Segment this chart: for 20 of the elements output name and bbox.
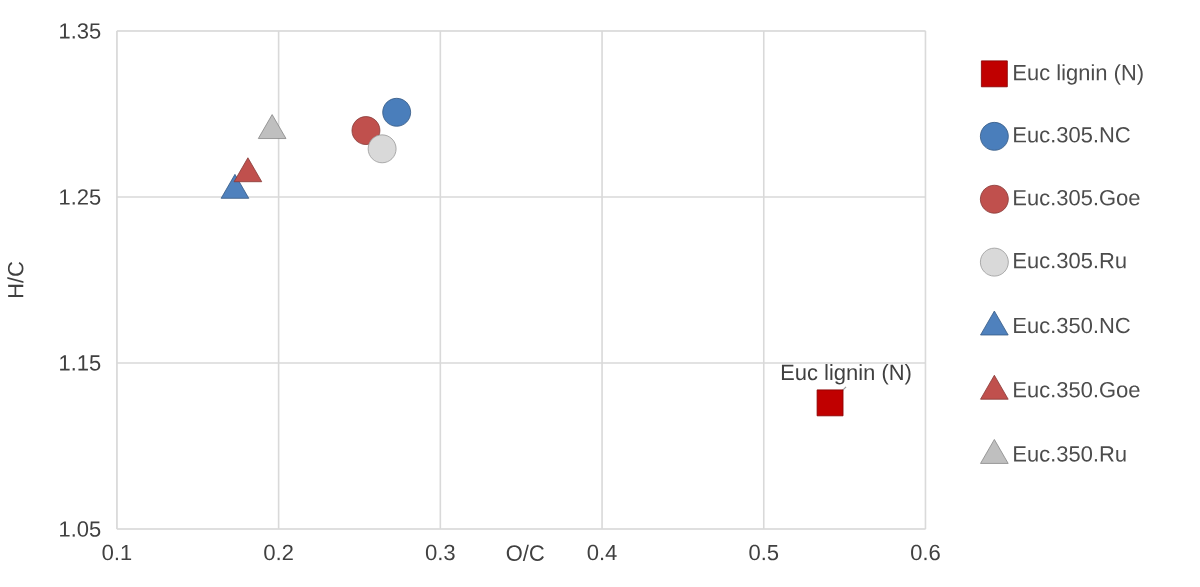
- x-tick-label: 0.1: [102, 544, 132, 561]
- x-tick-label: 0.3: [425, 544, 455, 561]
- y-tick-label: 1.35: [60, 23, 101, 39]
- legend-label: Euc.305.Goe: [1014, 189, 1140, 206]
- legend-label: Euc.350.Ru: [1014, 446, 1126, 462]
- y-axis-title: H/C: [7, 261, 24, 298]
- x-tick-label: 0.2: [264, 544, 293, 561]
- legend-label: Euc.305.Ru: [1014, 252, 1126, 269]
- legend-label: Euc lignin (N): [1014, 64, 1143, 85]
- x-tick-label: 0.4: [587, 544, 617, 561]
- y-tick-label: 1.25: [60, 189, 101, 205]
- x-tick-label: 0.6: [911, 544, 940, 561]
- annotation: Euc lignin (N): [781, 364, 911, 385]
- legend-label: Euc.350.Goe: [1014, 381, 1140, 398]
- x-tick-label: 0.5: [749, 544, 779, 561]
- y-tick-label: 1.15: [60, 355, 101, 371]
- legend-label: Euc.350.NC: [1014, 317, 1130, 334]
- legend-label: Euc.305.NC: [1014, 127, 1130, 143]
- y-tick-label: 1.05: [60, 521, 101, 537]
- x-axis-title: O/C: [506, 544, 544, 561]
